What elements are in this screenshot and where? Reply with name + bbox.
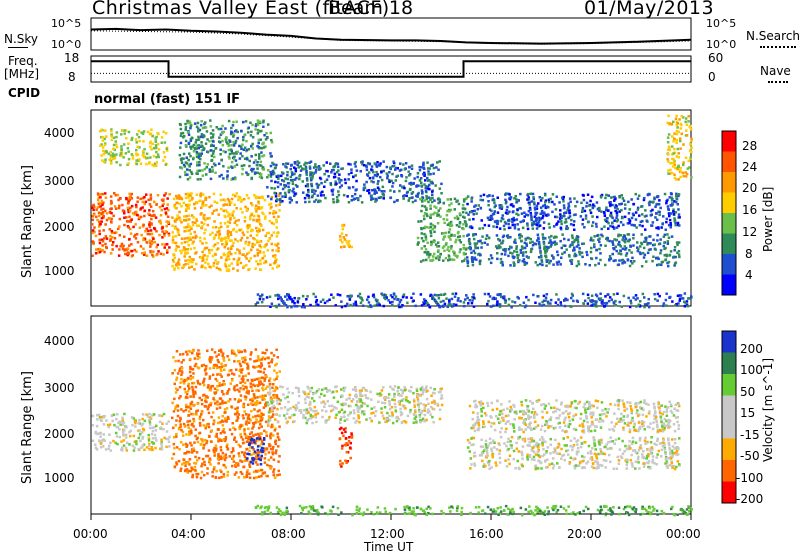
velocity-ytick-1000: 1000	[44, 471, 75, 485]
velocity-feature-1	[171, 348, 281, 480]
power-colorbar-seg-6	[722, 254, 736, 275]
vel-cb-tick-200: 200	[740, 342, 763, 356]
nsky-legend-line	[8, 47, 28, 48]
power-colorbar-seg-0	[722, 131, 736, 152]
nave-legend-line	[768, 81, 788, 83]
power-colorbar-seg-5	[722, 233, 736, 255]
velocity-colorbar-seg-1	[722, 352, 736, 375]
velocity-colorbar-frame	[721, 330, 737, 504]
cpid-value: normal (fast) 151 IF	[94, 92, 241, 107]
velocity-colorbar-seg-5	[722, 438, 736, 461]
cpid-label: CPID	[8, 86, 41, 100]
date-title: 01/May/2013	[584, 0, 715, 19]
vel-cb-tick-m200: -200	[736, 492, 764, 506]
nsearch-tick-bottom: 10^0	[706, 38, 737, 51]
power-feature-0	[91, 192, 171, 258]
velocity-feature-0	[91, 412, 171, 452]
xtick-2: 08:00	[271, 527, 306, 541]
nsky-tick-top: 10^5	[51, 17, 82, 30]
nsearch-line	[90, 30, 692, 45]
velocity-colorbar-seg-0	[722, 331, 736, 353]
noise-panel-frame	[90, 17, 692, 51]
nsearch-label: N.Search	[746, 29, 800, 43]
velocity-colorbar-seg-2	[722, 374, 736, 396]
nsearch-legend-line	[760, 46, 796, 48]
nsky-tick-bottom: 10^0	[51, 38, 82, 51]
nave-label: Nave	[760, 64, 791, 78]
freq-label: Freq.	[8, 54, 38, 68]
nave-tick-top: 60	[708, 51, 724, 65]
vel-cb-tick-100: 100	[740, 363, 763, 377]
freq-tick-bottom: 8	[68, 70, 76, 84]
power-feature-8	[339, 223, 354, 249]
radar-title: Christmas Valley East (fitACF)	[92, 0, 390, 19]
power-colorbar-seg-4	[722, 213, 736, 234]
xtick-1: 04:00	[171, 527, 206, 541]
beam-title: Beam 18	[328, 0, 414, 19]
freq-unit-label: [MHz]	[4, 67, 40, 81]
velocity-feature-7	[254, 504, 693, 517]
velocity-feature-3	[468, 398, 681, 434]
power-colorbar-frame	[721, 130, 737, 296]
velocity-ytick-2000: 2000	[44, 427, 75, 441]
power-feature-10	[254, 292, 693, 309]
power-colorbar-seg-1	[722, 151, 736, 173]
freq-tick-top: 18	[64, 51, 80, 65]
freq-line	[91, 60, 691, 78]
power-ytick-1000: 1000	[44, 264, 75, 278]
power-cb-tick-28: 28	[742, 139, 758, 153]
power-cb-tick-20: 20	[742, 181, 758, 195]
power-panel-frame	[90, 109, 692, 307]
velocity-feature-5	[246, 437, 266, 466]
velocity-ytick-3000: 3000	[44, 381, 75, 395]
velocity-feature-4	[466, 435, 681, 471]
power-feature-1	[171, 192, 281, 272]
xtick-3: 12:00	[370, 527, 405, 541]
power-feature-2	[99, 128, 169, 168]
power-ytick-4000: 4000	[44, 126, 75, 140]
xtick-5: 20:00	[567, 527, 602, 541]
freq-panel-frame	[90, 55, 692, 83]
velocity-ytick-4000: 4000	[44, 334, 75, 348]
vel-cb-tick-m15: -15	[740, 428, 760, 442]
power-ytick-2000: 2000	[44, 220, 75, 234]
xtick-0: 00:00	[73, 527, 108, 541]
velocity-feature-2	[266, 385, 444, 425]
vel-cb-tick-m100: -100	[736, 471, 764, 485]
velocity-feature-6	[338, 426, 354, 468]
power-feature-6	[466, 192, 681, 231]
velocity-colorbar-seg-7	[722, 481, 736, 504]
power-feature-5	[416, 196, 468, 263]
velocity-colorbar-seg-4	[722, 417, 736, 439]
vel-cb-tick-15: 15	[740, 406, 756, 420]
power-colorbar-seg-3	[722, 192, 736, 214]
power-feature-7	[466, 233, 681, 268]
power-cb-tick-12: 12	[742, 225, 758, 239]
power-cb-tick-8: 8	[745, 247, 753, 261]
power-cb-tick-16: 16	[742, 203, 758, 217]
power-colorbar-seg-2	[722, 172, 736, 193]
power-cb-tick-4: 4	[745, 268, 753, 282]
vel-cb-tick-m50: -50	[740, 449, 760, 463]
power-cb-tick-24: 24	[742, 160, 758, 174]
power-colorbar-seg-7	[722, 274, 736, 296]
nave-tick-bottom: 0	[708, 70, 716, 84]
velocity-colorbar-seg-6	[722, 460, 736, 482]
power-feature-9	[666, 114, 693, 181]
nsearch-tick-top: 10^5	[706, 17, 737, 30]
power-feature-4	[266, 160, 443, 204]
power-feature-3	[178, 119, 274, 181]
xtick-6: 00:00	[666, 527, 701, 541]
x-axis-label: Time UT	[364, 540, 414, 554]
power-ytick-3000: 3000	[44, 174, 75, 188]
velocity-colorbar-seg-3	[722, 395, 736, 418]
xtick-4: 16:00	[469, 527, 504, 541]
vel-cb-tick-50: 50	[740, 385, 756, 399]
nsky-label: N.Sky	[4, 32, 39, 46]
